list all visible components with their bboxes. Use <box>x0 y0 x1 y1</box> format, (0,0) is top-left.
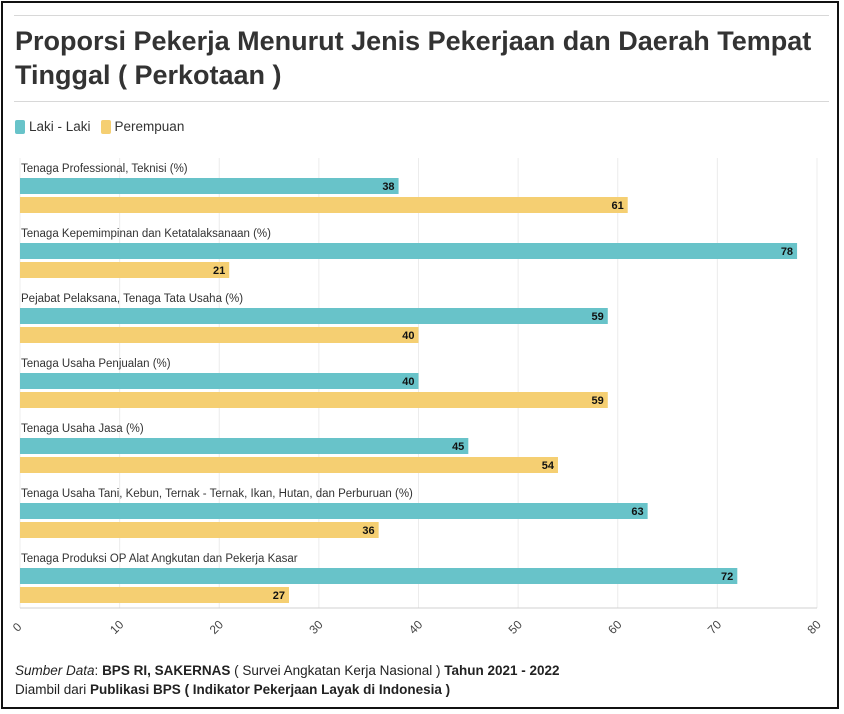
bar-laki-laki <box>20 178 399 194</box>
legend-item-female[interactable]: Perempuan <box>100 119 185 134</box>
publication-line: Diambil dari Publikasi BPS ( Indikator P… <box>15 680 560 699</box>
source-label: Sumber Data <box>15 663 95 678</box>
bar-value-label: 45 <box>452 441 464 453</box>
x-tick-label: 10 <box>107 617 127 637</box>
bar-laki-laki <box>20 373 419 389</box>
chart-title: Proporsi Pekerja Menurut Jenis Pekerjaan… <box>15 26 812 90</box>
bar-laki-laki <box>20 308 608 324</box>
bar-value-label: 38 <box>382 181 394 193</box>
legend-item-male[interactable]: Laki - Laki <box>15 119 91 134</box>
legend-swatch-female <box>100 119 111 134</box>
bar-perempuan <box>20 522 379 538</box>
top-divider <box>14 15 829 16</box>
bar-value-label: 21 <box>213 265 225 277</box>
legend-swatch-male <box>15 119 25 134</box>
category-label: Tenaga Usaha Tani, Kebun, Ternak - Terna… <box>21 488 413 500</box>
title-divider <box>14 101 829 102</box>
bar-value-label: 59 <box>592 395 604 407</box>
bar-perempuan <box>20 197 628 213</box>
x-tick-label: 20 <box>207 617 227 637</box>
footer: Sumber Data: BPS RI, SAKERNAS ( Survei A… <box>15 661 560 699</box>
bar-perempuan <box>20 262 230 278</box>
category-label: Tenaga Professional, Teknisi (%) <box>21 163 188 175</box>
bar-value-label: 40 <box>402 376 414 388</box>
x-tick-label: 30 <box>306 617 326 637</box>
bar-value-label: 78 <box>781 246 793 258</box>
bar-laki-laki <box>20 568 738 584</box>
bar-laki-laki <box>20 438 469 454</box>
bar-perempuan <box>20 587 289 603</box>
legend-label-male: Laki - Laki <box>29 119 91 134</box>
bar-value-label: 40 <box>402 330 414 342</box>
category-label: Tenaga Usaha Penjualan (%) <box>21 358 171 370</box>
category-label: Tenaga Kepemimpinan dan Ketatalaksanaan … <box>21 228 271 240</box>
publication-name: Publikasi BPS ( Indikator Pekerjaan Laya… <box>90 682 451 697</box>
bar-perempuan <box>20 457 558 473</box>
publication-prefix: Diambil dari <box>15 682 91 697</box>
bar-laki-laki <box>20 503 648 519</box>
category-label: Pejabat Pelaksana, Tenaga Tata Usaha (%) <box>21 293 243 305</box>
bar-value-label: 54 <box>542 460 555 472</box>
x-tick-label: 0 <box>10 620 25 635</box>
category-label: Tenaga Produksi OP Alat Angkutan dan Pek… <box>21 553 298 565</box>
source-name: BPS RI, SAKERNAS <box>102 663 231 678</box>
bar-value-label: 63 <box>631 506 643 518</box>
bar-value-label: 59 <box>592 311 604 323</box>
legend: Laki - Laki Perempuan <box>15 119 194 134</box>
source-colon: : <box>94 663 103 678</box>
bar-value-label: 27 <box>273 590 285 602</box>
category-label: Tenaga Usaha Jasa (%) <box>21 423 144 435</box>
bar-perempuan <box>20 327 419 343</box>
survey-name: ( Survei Angkatan Kerja Nasional ) <box>230 663 445 678</box>
x-tick-label: 70 <box>705 617 725 637</box>
x-tick-label: 60 <box>605 617 625 637</box>
x-tick-label: 40 <box>406 617 426 637</box>
bar-perempuan <box>20 392 608 408</box>
bar-value-label: 61 <box>611 200 623 212</box>
x-tick-label: 50 <box>506 617 526 637</box>
bar-laki-laki <box>20 243 798 259</box>
source-years: Tahun 2021 - 2022 <box>444 663 560 678</box>
bar-value-label: 72 <box>721 571 733 583</box>
x-tick-label: 80 <box>804 617 824 637</box>
legend-label-female: Perempuan <box>114 119 185 134</box>
source-line: Sumber Data: BPS RI, SAKERNAS ( Survei A… <box>15 661 560 680</box>
bar-value-label: 36 <box>362 525 374 537</box>
